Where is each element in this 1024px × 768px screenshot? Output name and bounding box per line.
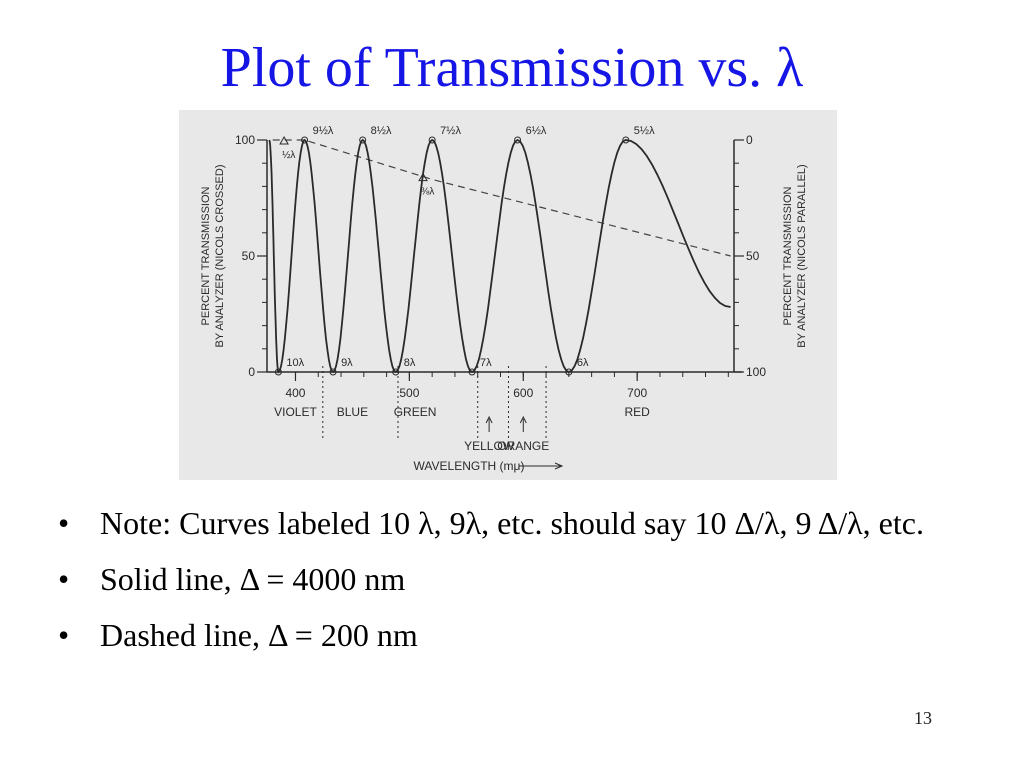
maximum-label: 5½λ	[634, 125, 655, 137]
notes-list: • Note: Curves labeled 10 λ, 9λ, etc. sho…	[58, 498, 958, 666]
maximum-label: 7½λ	[440, 125, 461, 137]
dashed-annotation-label: ⅜λ	[421, 187, 434, 198]
color-band-label: VIOLET	[274, 405, 317, 419]
x-tick-label: 700	[627, 386, 647, 400]
minimum-label: 10λ	[286, 357, 304, 369]
maximum-label: 6½λ	[526, 125, 547, 137]
x-axis-arrow-head	[554, 462, 564, 470]
minimum-label: 7λ	[480, 357, 492, 369]
maximum-marker	[301, 136, 309, 144]
dashed-point-marker	[418, 172, 428, 182]
left-axis-label-line: PERCENT TRANSMISSION	[200, 186, 212, 325]
solid-line-text: Solid line, Δ = 4000 nm	[100, 561, 406, 597]
minimum-marker	[468, 368, 476, 376]
dashed-line-bullet: • Dashed line, Δ = 200 nm	[58, 610, 958, 660]
x-axis-label: WAVELENGTH (mμ)	[414, 459, 525, 473]
color-arrow-label: YELLOW	[464, 439, 515, 453]
bullet-dot: •	[58, 505, 70, 541]
note-text: Note: Curves labeled 10 λ, 9λ, etc. shou…	[100, 505, 924, 541]
right-axis-label: PERCENT TRANSMISSION BY ANALYZER (NICOLS …	[782, 164, 808, 347]
bullet-dot: •	[58, 617, 70, 653]
minimum-marker	[565, 368, 573, 376]
minimum-marker	[392, 368, 400, 376]
x-tick-label: 600	[513, 386, 533, 400]
left-tick-label: 100	[235, 133, 255, 147]
color-arrow-head	[485, 415, 493, 424]
minimum-label: 8λ	[404, 357, 416, 369]
right-tick-label: 0	[746, 133, 753, 147]
right-axis-label-line: BY ANALYZER (NICOLS PARALLEL)	[796, 164, 808, 347]
page-number: 13	[914, 708, 932, 728]
transmission-chart: 0 50 100 0 50 100 400 500 600 700 VIOLET BLUE GREEN R…	[200, 125, 808, 473]
right-axis-label-line: PERCENT TRANSMISSION	[782, 186, 794, 325]
color-band-label: RED	[625, 405, 651, 419]
dashed-point-marker	[279, 135, 289, 145]
color-arrow-label: ORANGE	[497, 439, 549, 453]
maximum-marker	[428, 136, 436, 144]
minimum-marker	[329, 368, 337, 376]
maximum-label: 9½λ	[313, 125, 334, 137]
maximum-marker	[622, 136, 630, 144]
note-bullet: • Note: Curves labeled 10 λ, 9λ, etc. sho…	[58, 498, 958, 548]
color-band-label: GREEN	[394, 405, 437, 419]
left-axis-label-line: BY ANALYZER (NICOLS CROSSED)	[214, 165, 226, 348]
left-tick-label: 0	[248, 365, 255, 379]
right-tick-label: 100	[746, 365, 766, 379]
x-tick-label: 500	[399, 386, 419, 400]
right-tick-label: 50	[746, 249, 760, 263]
bullet-dot: •	[58, 561, 70, 597]
left-tick-label: 50	[242, 249, 256, 263]
color-band-label: BLUE	[337, 405, 368, 419]
dashed-line-text: Dashed line, Δ = 200 nm	[100, 617, 418, 653]
left-axis-label: PERCENT TRANSMISSION BY ANALYZER (NICOLS …	[200, 165, 226, 348]
transmission-figure: 0 50 100 0 50 100 400 500 600 700 VIOLET BLUE GREEN R…	[179, 110, 837, 480]
solid-transmission-curve	[268, 138, 731, 374]
maximum-label: 8½λ	[371, 125, 392, 137]
solid-line-bullet: • Solid line, Δ = 4000 nm	[58, 554, 958, 604]
maximum-marker	[514, 136, 522, 144]
minimum-label: 6λ	[577, 357, 589, 369]
maximum-marker	[359, 136, 367, 144]
dashed-annotation-label: ½λ	[282, 150, 295, 161]
minimum-marker	[274, 368, 282, 376]
x-tick-label: 400	[285, 386, 305, 400]
minimum-label: 9λ	[341, 357, 353, 369]
color-arrow-head	[519, 415, 527, 424]
slide-title: Plot of Transmission vs. λ	[220, 37, 804, 99]
